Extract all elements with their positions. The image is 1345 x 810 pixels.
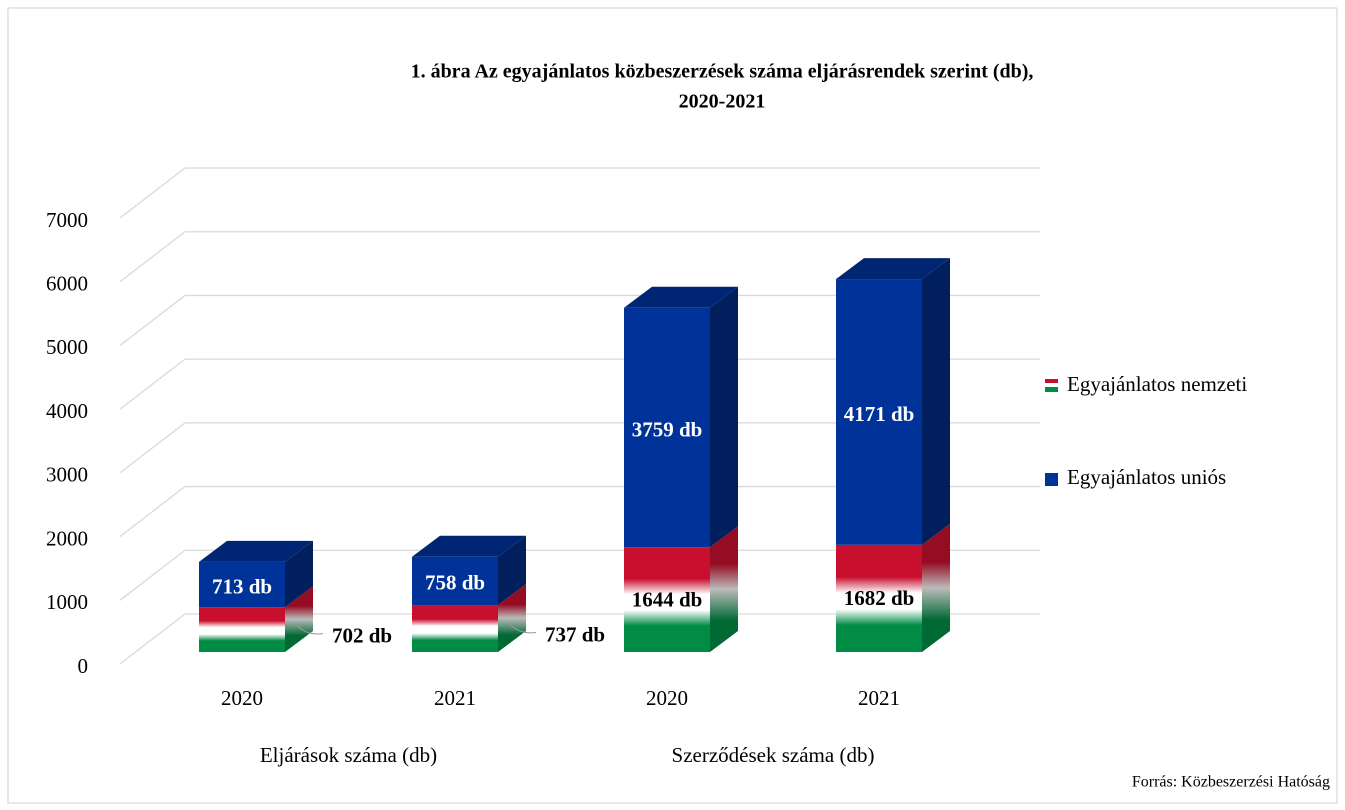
grid-line (119, 358, 1040, 410)
bar-segment (624, 286, 738, 548)
grid-line (119, 613, 1040, 665)
legend: Egyajánlatos nemzeti Egyajánlatos uniós (1045, 372, 1247, 489)
bar-top (412, 535, 526, 557)
bar-segment (199, 540, 313, 608)
legend-swatch (1045, 473, 1058, 486)
source: Forrás: Közbeszerzési Hatóság (1132, 774, 1330, 791)
bar (624, 547, 710, 652)
grid-line (119, 485, 1040, 538)
legend-label: Egyajánlatos uniós (1067, 465, 1226, 489)
x-tick-label: 2021 (858, 686, 900, 710)
legend-label: Egyajánlatos nemzeti (1067, 372, 1247, 396)
data-label: 737 db (545, 622, 605, 646)
y-tick-label: 4000 (46, 399, 88, 423)
bar (412, 556, 498, 606)
y-tick-label: 0 (78, 654, 89, 678)
data-label: 3759 db (632, 417, 703, 441)
legend-swatch (1045, 383, 1058, 387)
y-tick-label: 5000 (46, 335, 88, 359)
chart-title: 1. ábra Az egyajánlatos közbeszerzések s… (411, 61, 1034, 83)
group-label: Eljárások száma (db) (260, 743, 437, 767)
data-label: 758 db (425, 571, 485, 595)
bar (199, 561, 285, 608)
leader-line (296, 625, 324, 635)
bar-segment (624, 526, 738, 652)
bar (412, 605, 498, 652)
bar-side (922, 258, 950, 545)
bar-side (285, 586, 313, 652)
leader-line (509, 624, 537, 634)
x-tick-label: 2020 (646, 686, 688, 710)
bar-segment (836, 523, 950, 652)
group-label: Szerződések száma (db) (672, 743, 875, 767)
grid-line (119, 167, 1040, 219)
bar-top (199, 540, 313, 562)
y-tick-label: 7000 (46, 208, 88, 232)
y-tick-label: 3000 (46, 463, 88, 487)
bar (199, 607, 285, 652)
y-tick-label: 6000 (46, 272, 88, 296)
data-label: 1682 db (844, 586, 915, 610)
bar-side (710, 526, 738, 652)
bar-side (498, 535, 526, 606)
grid-line (119, 549, 1040, 601)
chart-title: 2020-2021 (679, 91, 766, 113)
bar-top (836, 258, 950, 280)
legend-swatch (1045, 387, 1058, 392)
data-label: 4171 db (844, 402, 915, 426)
bar (624, 307, 710, 548)
bar (836, 279, 922, 545)
bar-top (624, 286, 738, 308)
bar-segment (199, 586, 313, 652)
grid-line (119, 231, 1040, 283)
grid-line (119, 294, 1040, 346)
bar-side (922, 523, 950, 652)
bar-segment (412, 535, 526, 606)
bar (836, 544, 922, 652)
y-tick-label: 2000 (46, 526, 88, 550)
grid-line (119, 422, 1040, 474)
y-tick-label: 1000 (46, 590, 88, 614)
bar-segment (836, 258, 950, 545)
bar-side (710, 286, 738, 548)
data-label: 702 db (332, 623, 392, 647)
bar-side (498, 584, 526, 652)
x-tick-label: 2020 (221, 686, 263, 710)
bar-segment (412, 584, 526, 652)
legend-swatch (1045, 379, 1058, 383)
x-tick-label: 2021 (434, 686, 476, 710)
bar-side (285, 540, 313, 608)
data-label: 713 db (212, 574, 272, 598)
data-label: 1644 db (632, 587, 703, 611)
